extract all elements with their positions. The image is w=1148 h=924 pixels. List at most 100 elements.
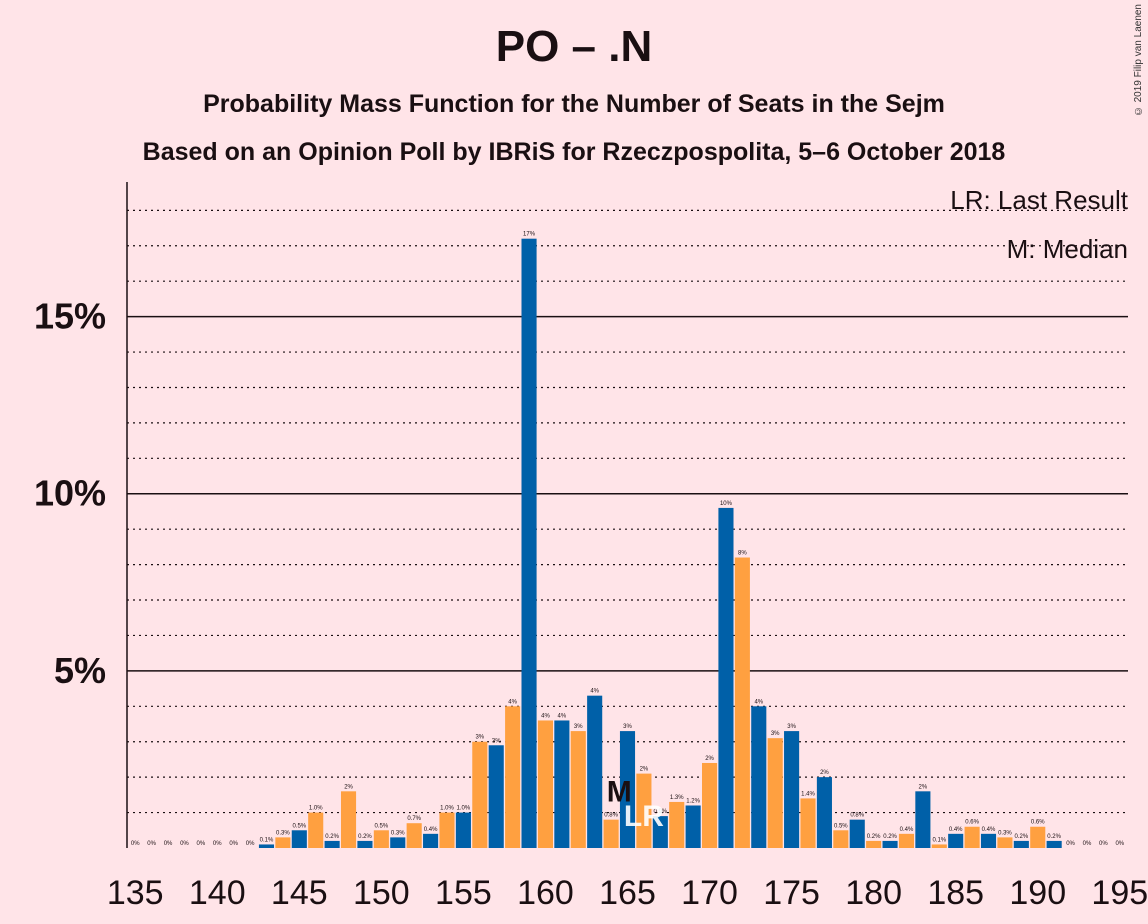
bar-label-seat-153: 0.4% <box>424 827 438 833</box>
bar-label-seat-144: 0.3% <box>276 830 290 836</box>
bar-seat-172 <box>734 557 750 848</box>
bar-label-seat-136: 0% <box>147 841 156 847</box>
bar-label-seat-158: 4% <box>508 699 517 705</box>
bar-label-seat-165: 3% <box>623 724 632 730</box>
bar-label-seat-167: 0.9% <box>653 809 667 815</box>
grid-lines <box>127 209 1128 814</box>
bar-label-seat-169: 1.2% <box>686 798 700 804</box>
bar-seat-171 <box>718 507 734 848</box>
bar-label-seat-137: 0% <box>164 841 173 847</box>
bar-label-seat-161: 4% <box>558 713 567 719</box>
bar-label-seat-135: 0% <box>131 841 140 847</box>
bar-label-seat-183: 2% <box>919 784 928 790</box>
bar-label-seat-177: 2% <box>820 770 829 776</box>
bar-seat-157 <box>488 745 504 848</box>
bar-label-seat-159: 17% <box>523 232 536 238</box>
bar-seat-183 <box>915 791 931 848</box>
bar-seat-174 <box>767 738 783 848</box>
x-tick-label-160: 160 <box>517 874 574 912</box>
bar-label-seat-170: 2% <box>705 756 714 762</box>
bar-seat-169 <box>685 805 701 848</box>
bar-label-seat-168: 1.3% <box>670 795 684 801</box>
bar-label-seat-141: 0% <box>229 841 238 847</box>
bar-seat-143 <box>258 844 275 848</box>
bar-seat-148 <box>340 791 357 848</box>
legend-last-result: LR: Last Result <box>950 185 1128 215</box>
bar-seat-181 <box>882 840 898 848</box>
bar-seat-167 <box>652 816 668 848</box>
markers-group: MLR <box>607 776 664 833</box>
x-tick-label-145: 145 <box>271 874 328 912</box>
y-tick-label-15: 15% <box>34 296 106 337</box>
bar-seat-191 <box>1046 840 1062 848</box>
chart-title: PO – .N <box>495 22 653 71</box>
bar-label-seat-173: 4% <box>754 699 763 705</box>
bar-label-seat-193: 0% <box>1083 841 1092 847</box>
bar-seat-166 <box>636 773 652 848</box>
bar-seat-152 <box>406 823 422 848</box>
bar-seat-154 <box>439 812 455 848</box>
y-tick-label-5: 5% <box>54 650 106 691</box>
bar-seat-179 <box>849 819 865 848</box>
bar-label-seat-187: 0.4% <box>982 827 996 833</box>
bar-label-seat-182: 0.4% <box>900 827 914 833</box>
bar-seat-175 <box>784 731 800 848</box>
bar-seat-173 <box>751 706 767 848</box>
bar-seat-149 <box>357 840 373 848</box>
bar-labels-group: 0% 0% 0% 0% 0% 0% 0% 0%0.1%0.3%0.5%1.0%0.2%2%0.… <box>131 232 1125 847</box>
bar-label-seat-186: 0.6% <box>965 820 979 826</box>
bar-label-seat-146: 1.0% <box>309 806 323 812</box>
bar-seat-188 <box>997 837 1013 848</box>
bar-label-seat-181: 0.2% <box>883 834 897 840</box>
bar-seat-144 <box>275 837 291 848</box>
bar-seat-189 <box>1013 840 1029 848</box>
bar-label-seat-138: 0% <box>180 841 189 847</box>
bar-label-seat-152: 0.7% <box>407 816 421 822</box>
bar-seat-164 <box>603 819 619 848</box>
bar-label-seat-171: 10% <box>720 501 733 507</box>
bar-label-seat-164: 0.8% <box>604 813 618 819</box>
bar-label-seat-195: 0% <box>1115 841 1124 847</box>
bar-seat-146 <box>308 812 324 848</box>
x-tick-label-185: 185 <box>927 874 984 912</box>
bar-label-seat-176: 1.4% <box>801 791 815 797</box>
bar-seat-155 <box>455 812 471 848</box>
bar-seat-147 <box>324 840 340 848</box>
bar-seat-162 <box>570 731 586 848</box>
bar-label-seat-139: 0% <box>197 841 206 847</box>
x-tick-label-195: 195 <box>1091 874 1148 912</box>
x-tick-labels: 135 140 145 150 155 160 165 170 175 180 185 190 195 <box>107 874 1148 912</box>
bar-label-seat-145: 0.5% <box>292 823 306 829</box>
bar-seat-163 <box>587 695 603 848</box>
bar-label-seat-150: 0.5% <box>375 823 389 829</box>
bar-label-seat-175: 3% <box>787 724 796 730</box>
bar-seat-182 <box>898 833 915 848</box>
bar-label-seat-174: 3% <box>771 731 780 737</box>
bar-label-seat-154: 1.0% <box>440 806 454 812</box>
bar-label-seat-142: 0% <box>246 841 255 847</box>
bar-seat-170 <box>702 762 718 848</box>
y-tick-label-10: 10% <box>34 473 106 514</box>
bar-seat-145 <box>291 830 307 848</box>
bar-label-seat-149: 0.2% <box>358 834 372 840</box>
x-tick-label-140: 140 <box>189 874 246 912</box>
bar-label-seat-189: 0.2% <box>1014 834 1028 840</box>
x-tick-label-190: 190 <box>1009 874 1066 912</box>
bar-label-seat-163: 4% <box>590 689 599 695</box>
x-tick-label-180: 180 <box>845 874 902 912</box>
bar-seat-151 <box>390 837 406 848</box>
bar-seat-185 <box>948 833 964 848</box>
bar-label-seat-185: 0.4% <box>949 827 963 833</box>
median-marker: M <box>607 776 632 809</box>
last-result-marker: LR <box>624 800 664 833</box>
bar-label-seat-143: 0.1% <box>260 837 274 843</box>
bars-group <box>258 238 1062 848</box>
bar-label-seat-155: 1.0% <box>457 806 471 812</box>
chart-subtitle: Probability Mass Function for the Number… <box>203 90 945 118</box>
bar-label-seat-157: 3% <box>492 738 501 744</box>
bar-label-seat-180: 0.2% <box>867 834 881 840</box>
bar-label-seat-194: 0% <box>1099 841 1108 847</box>
x-tick-label-175: 175 <box>763 874 820 912</box>
x-tick-label-135: 135 <box>107 874 164 912</box>
